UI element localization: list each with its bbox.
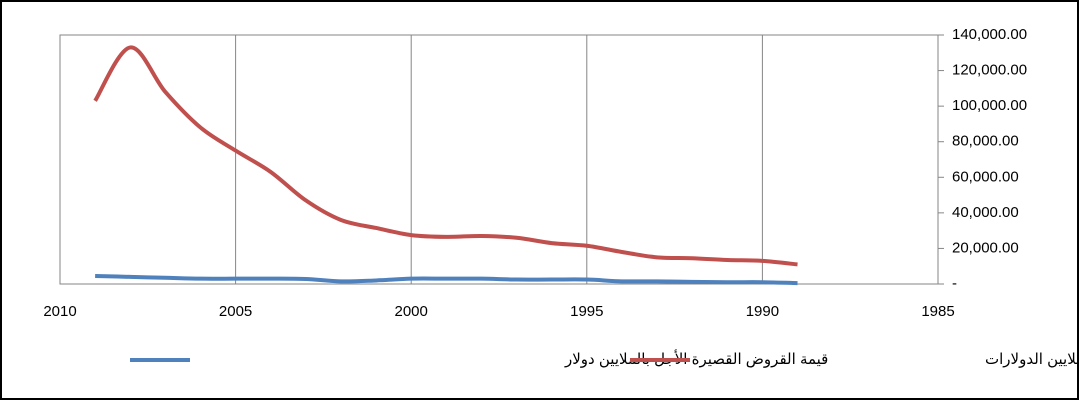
y-tick-label: 100,000.00	[952, 97, 1027, 114]
y-tick-label: 120,000.00	[952, 62, 1027, 79]
x-tick-label: 1990	[746, 303, 779, 320]
series-line	[95, 273, 798, 286]
legend-label: قيمة القروض القصيرة الأجل بالملايين دولا…	[564, 349, 828, 368]
x-tick-label: 1995	[570, 303, 603, 320]
series-line	[93, 45, 798, 267]
x-tick-label: 2010	[43, 303, 76, 320]
y-tick-label: 40,000.00	[952, 204, 1019, 221]
y-tick-label: 60,000.00	[952, 168, 1019, 185]
y-tick-label: 20,000.00	[952, 239, 1019, 256]
y-tick-label: 80,000.00	[952, 133, 1019, 150]
x-tick-label: 1985	[921, 303, 954, 320]
y-tick-label: 140,000.00	[952, 26, 1027, 43]
legend-label: قيمة الصادرات بملايين الدولارات	[985, 351, 1079, 368]
x-tick-label: 2000	[395, 303, 428, 320]
x-tick-label: 2005	[219, 303, 252, 320]
y-tick-label: -	[952, 275, 957, 292]
